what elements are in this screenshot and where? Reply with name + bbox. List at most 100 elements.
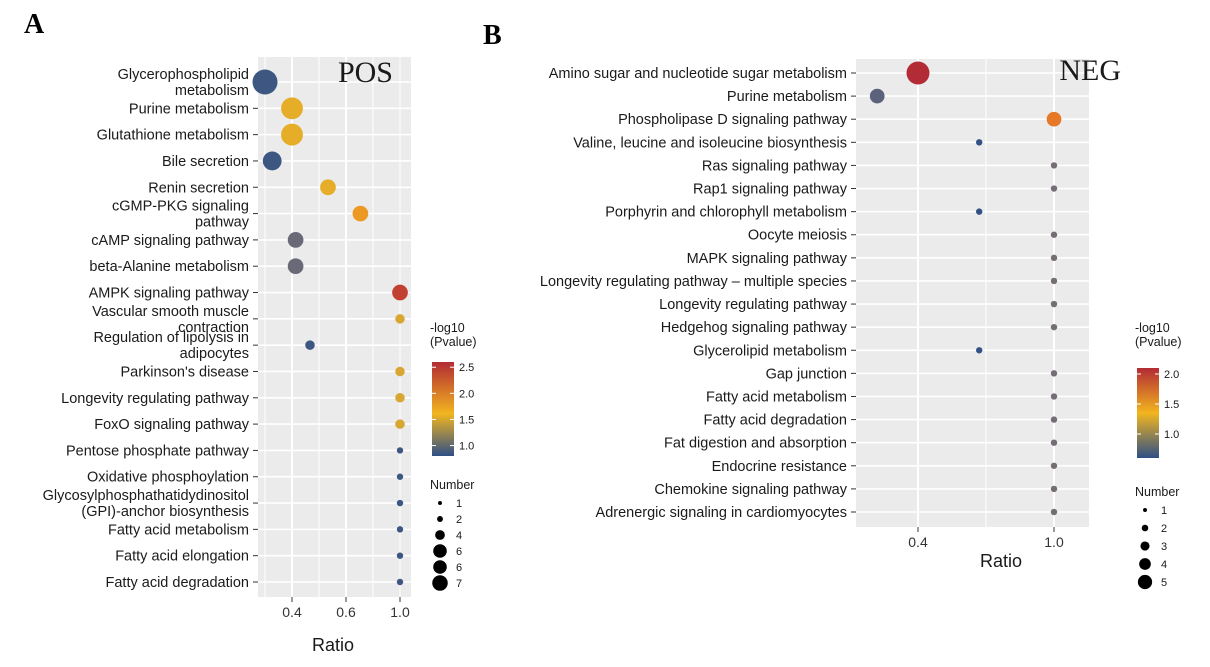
size-legend-dot xyxy=(432,575,448,591)
pathway-label-line: Oxidative phosphoylation xyxy=(87,470,249,486)
pathway-label: beta-Alanine metabolism xyxy=(89,259,249,275)
panel-b-chart: B Amino sugar and nucleotide sugar metabo… xyxy=(483,20,1182,590)
pathway-label: FoxO signaling pathway xyxy=(94,417,249,433)
data-point xyxy=(305,340,315,350)
pathway-label-line: Fatty acid metabolism xyxy=(706,389,847,405)
size-legend-label: 4 xyxy=(456,530,462,542)
color-legend-title-line: (Pvalue) xyxy=(430,335,477,349)
x-tick-label: 0.4 xyxy=(282,604,302,620)
x-tick-label: 0.6 xyxy=(336,604,356,620)
plot-background xyxy=(258,57,411,597)
pathway-label: cGMP-PKG signaling pathway xyxy=(112,199,250,231)
pathway-label: Pentose phosphate pathway xyxy=(66,443,250,459)
pathway-label: Glutathione metabolism xyxy=(97,128,249,144)
pathway-label-line: beta-Alanine metabolism xyxy=(89,259,249,275)
pathway-label-line: Parkinson's disease xyxy=(120,364,249,380)
pathway-label: Renin secretion xyxy=(148,180,249,196)
pathway-label-line: Chemokine signaling pathway xyxy=(654,482,847,498)
x-axis-title: Ratio xyxy=(312,635,354,655)
size-legend-dot xyxy=(1143,508,1147,512)
data-point xyxy=(392,284,408,301)
pathway-label: Longevity regulating pathway – multiple … xyxy=(540,274,847,290)
size-legend-label: 6 xyxy=(456,562,462,574)
pathway-label-line: Longevity regulating pathway xyxy=(61,391,250,407)
size-legend-label: 1 xyxy=(456,498,462,510)
data-point xyxy=(976,208,983,215)
pathway-label: Chemokine signaling pathway xyxy=(654,482,847,498)
color-legend-tick-label: 1.0 xyxy=(459,441,474,453)
pathway-label: Glycerophospholipid metabolism xyxy=(118,67,249,99)
pathway-label: Fatty acid elongation xyxy=(115,549,249,565)
data-point xyxy=(396,447,404,454)
size-legend-title: Number xyxy=(1135,485,1179,499)
pathway-label: MAPK signaling pathway xyxy=(687,251,848,267)
pathway-label: AMPK signaling pathway xyxy=(89,286,250,302)
pathway-label-line: Vascular smooth muscle xyxy=(92,304,249,320)
pathway-label-line: FoxO signaling pathway xyxy=(94,417,249,433)
data-point xyxy=(1050,393,1058,400)
size-legend-dot xyxy=(433,544,447,558)
size-legend-dot xyxy=(438,501,442,505)
size-legend-dot xyxy=(435,530,445,540)
pathway-label: Phospholipase D signaling pathway xyxy=(618,112,848,128)
color-legend-tick-label: 1.5 xyxy=(459,414,474,426)
pathway-label-line: Valine, leucine and isoleucine biosynthe… xyxy=(573,135,847,151)
pathway-label: Adrenergic signaling in cardiomyocytes xyxy=(596,505,847,521)
pathway-label-line: Porphyrin and chlorophyll metabolism xyxy=(605,205,847,221)
color-legend-tick-label: 2.5 xyxy=(459,362,474,374)
size-legend-label: 6 xyxy=(456,546,462,558)
pathway-label: Fat digestion and absorption xyxy=(664,436,847,452)
pathway-label-line: Glycerolipid metabolism xyxy=(693,343,847,359)
pathway-label: Endocrine resistance xyxy=(712,459,847,475)
data-point xyxy=(1050,439,1058,446)
color-legend-title: -log10 (Pvalue) xyxy=(1135,321,1182,349)
pathway-label: Oxidative phosphoylation xyxy=(87,470,249,486)
data-point xyxy=(396,578,404,586)
panel-corner-text: NEG xyxy=(1059,54,1121,87)
pathway-label-line: (GPI)-anchor biosynthesis xyxy=(81,504,249,520)
color-legend-bar xyxy=(1137,368,1159,458)
color-legend-title-line: (Pvalue) xyxy=(1135,335,1182,349)
size-legend-label: 5 xyxy=(1161,577,1167,589)
pathway-label: Porphyrin and chlorophyll metabolism xyxy=(605,205,847,221)
pathway-label: Bile secretion xyxy=(162,154,249,170)
data-point xyxy=(396,526,404,533)
pathway-label: Amino sugar and nucleotide sugar metabol… xyxy=(549,66,847,82)
data-point xyxy=(1050,277,1058,285)
size-legend-label: 1 xyxy=(1161,505,1167,517)
pathway-label-line: Phospholipase D signaling pathway xyxy=(618,112,848,128)
pathway-label: Fatty acid metabolism xyxy=(108,522,249,538)
size-legend-dot xyxy=(437,516,443,522)
pathway-label-line: Fatty acid degradation xyxy=(106,575,249,591)
pathway-label-line: Longevity regulating pathway – multiple … xyxy=(540,274,847,290)
pathway-label-line: Fatty acid metabolism xyxy=(108,522,249,538)
pathway-label-line: Purine metabolism xyxy=(727,89,847,105)
pathway-label-line: Endocrine resistance xyxy=(712,459,847,475)
pathway-label: Ras signaling pathway xyxy=(702,158,848,174)
data-point xyxy=(396,499,404,507)
data-point xyxy=(396,552,404,559)
pathway-label-line: Glycerophospholipid xyxy=(118,67,249,83)
data-point xyxy=(320,179,336,196)
pathway-label: Oocyte meiosis xyxy=(748,228,847,244)
size-legend-dot xyxy=(1137,574,1153,590)
pathway-label-line: Regulation of lipolysis in xyxy=(93,330,249,346)
pathway-label-line: Fat digestion and absorption xyxy=(664,436,847,452)
pathway-label-line: Rap1 signaling pathway xyxy=(693,182,848,198)
data-point xyxy=(976,347,983,354)
pathway-label: Valine, leucine and isoleucine biosynthe… xyxy=(573,135,847,151)
data-point xyxy=(281,97,303,120)
data-point xyxy=(287,232,304,248)
data-point xyxy=(1050,508,1058,516)
panel-letter: B xyxy=(483,20,502,51)
data-point xyxy=(1050,185,1058,192)
x-tick-label: 0.4 xyxy=(908,534,928,550)
color-legend-title-line: -log10 xyxy=(430,321,465,335)
pathway-label: Longevity regulating pathway xyxy=(61,391,250,407)
color-legend-tick-label: 2.0 xyxy=(1164,369,1179,381)
size-legend-label: 3 xyxy=(1161,541,1167,553)
color-legend-bar xyxy=(432,362,454,456)
size-legend-dot xyxy=(433,560,447,574)
data-point xyxy=(1050,162,1058,169)
